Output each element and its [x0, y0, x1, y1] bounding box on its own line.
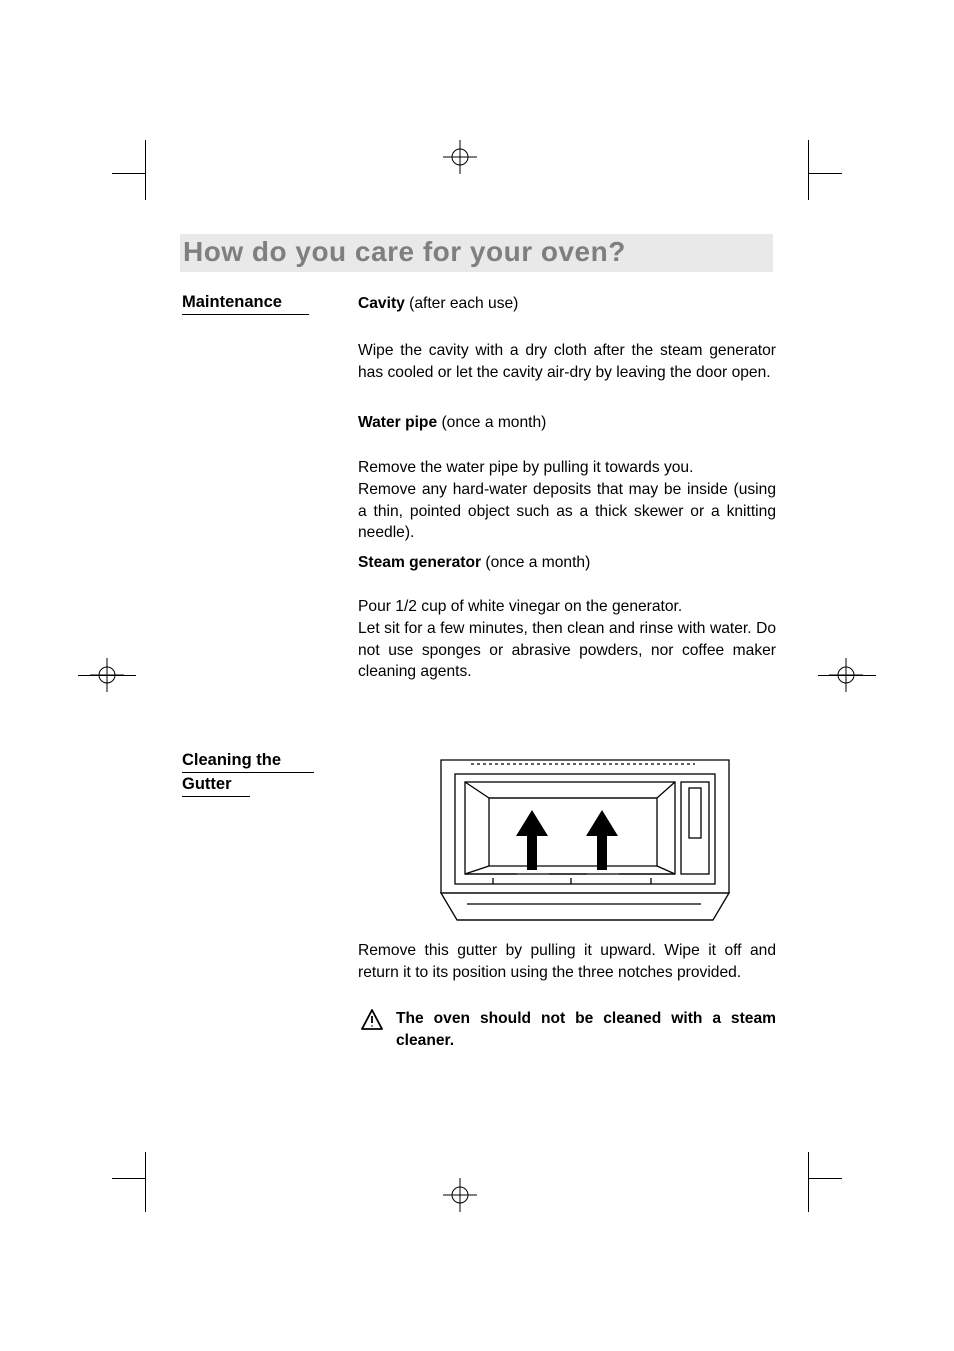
oven-illustration	[437, 752, 733, 927]
crop-mark	[145, 1152, 146, 1212]
registration-mark-bottom	[443, 1178, 477, 1212]
bold-label: Water pipe	[358, 414, 437, 431]
registration-mark-left	[90, 658, 124, 692]
side-heading-cleaning-2: Gutter	[182, 775, 232, 794]
side-heading-maintenance: Maintenance	[182, 293, 282, 312]
body-line-cavity: Cavity (after each use)	[358, 293, 776, 315]
body-para: Remove the water pipe by pulling it towa…	[358, 457, 776, 544]
body-line-steamgen: Steam generator (once a month)	[358, 552, 776, 574]
body-para-gutter: Remove this gutter by pulling it upward.…	[358, 940, 776, 984]
crop-mark	[112, 173, 146, 174]
registration-mark-right	[829, 658, 863, 692]
body-line-waterpipe: Water pipe (once a month)	[358, 412, 776, 434]
body-para: Pour 1/2 cup of white vinegar on the gen…	[358, 596, 776, 683]
crop-mark	[112, 1178, 146, 1179]
label-suffix: (once a month)	[437, 414, 546, 431]
crop-mark	[145, 140, 146, 200]
warning-text: The oven should not be cleaned with a st…	[396, 1008, 776, 1052]
crop-mark	[808, 1178, 842, 1179]
side-heading-underline	[182, 772, 314, 773]
crop-mark	[808, 1152, 809, 1212]
label-suffix: (after each use)	[405, 295, 519, 312]
registration-mark-top	[443, 140, 477, 174]
label-suffix: (once a month)	[481, 554, 590, 571]
side-heading-cleaning-1: Cleaning the	[182, 751, 281, 770]
bold-label: Cavity	[358, 295, 405, 312]
crop-mark	[808, 140, 809, 200]
warning-icon	[360, 1008, 384, 1037]
side-heading-underline	[182, 314, 309, 315]
bold-label: Steam generator	[358, 554, 481, 571]
crop-mark	[808, 173, 842, 174]
page-title: How do you care for your oven?	[183, 236, 626, 268]
body-para: Wipe the cavity with a dry cloth after t…	[358, 340, 776, 384]
side-heading-underline	[182, 796, 250, 797]
page: How do you care for your oven? Maintenan…	[0, 0, 954, 1351]
